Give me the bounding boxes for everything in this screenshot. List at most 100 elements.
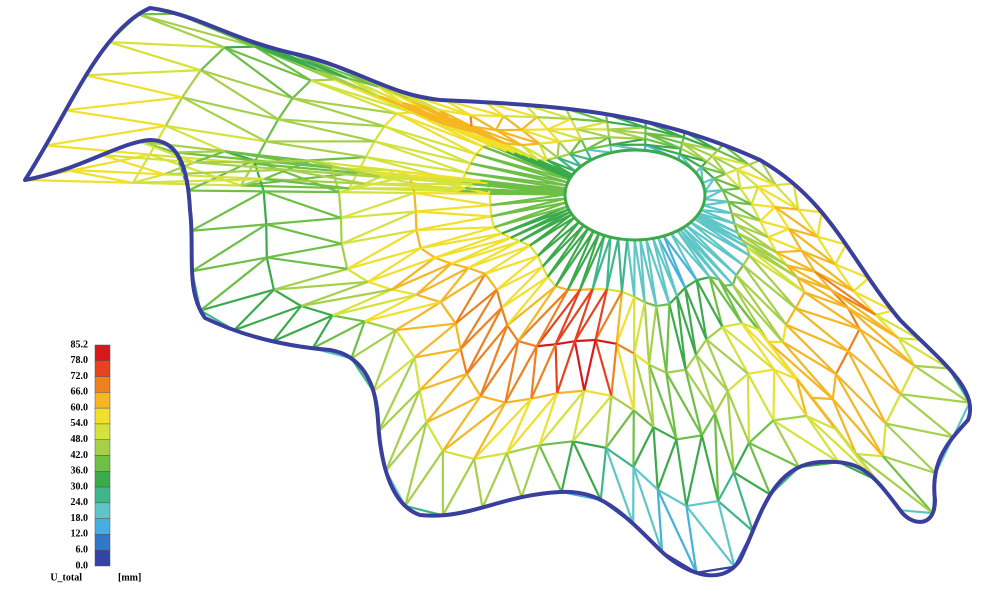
mesh-member	[391, 262, 452, 291]
mesh-member	[726, 372, 749, 393]
mesh-member	[804, 291, 849, 309]
mesh-member	[748, 254, 797, 309]
mesh-member	[831, 373, 837, 400]
mesh-member	[748, 254, 806, 294]
mesh-member	[374, 140, 471, 165]
mesh-member	[425, 395, 481, 424]
mesh-member	[473, 452, 508, 461]
mesh-member	[200, 69, 293, 100]
mesh-member	[767, 227, 790, 239]
mesh-member	[581, 136, 610, 141]
mesh-member	[736, 169, 742, 189]
mesh-member	[814, 270, 877, 316]
mesh-member	[569, 153, 582, 168]
mesh-member	[772, 419, 801, 468]
mesh-member	[252, 159, 265, 192]
mesh-member	[465, 324, 509, 375]
mesh-member	[415, 203, 491, 213]
mesh-member	[700, 166, 715, 180]
mesh-member	[788, 227, 836, 266]
mesh-member	[395, 169, 481, 182]
mesh-member	[785, 307, 797, 326]
mesh-member	[633, 352, 650, 366]
mesh-member	[165, 124, 255, 165]
mesh-member	[490, 193, 566, 207]
mesh-member	[773, 206, 790, 230]
mesh-member	[292, 97, 398, 115]
mesh-member	[717, 500, 754, 532]
mesh-member	[266, 216, 342, 226]
mesh-member	[373, 125, 386, 142]
mesh-member	[610, 394, 635, 412]
legend-swatch	[94, 344, 111, 362]
mesh-member	[132, 173, 165, 184]
mesh-member	[748, 441, 800, 469]
mesh-member	[340, 191, 415, 219]
mesh-member	[575, 128, 610, 139]
mesh-member	[656, 439, 678, 490]
mesh-member	[265, 257, 275, 290]
mesh-member	[759, 206, 776, 222]
mesh-member	[733, 471, 771, 496]
mesh-member	[101, 153, 165, 176]
mesh-member	[605, 446, 635, 468]
mesh-member	[311, 314, 334, 349]
mesh-member	[546, 276, 557, 287]
mesh-member	[520, 128, 541, 145]
mesh-member	[488, 193, 492, 206]
mesh-member	[668, 303, 687, 371]
mesh-member	[65, 96, 183, 112]
mesh-member	[331, 288, 393, 317]
mesh-member	[475, 145, 484, 156]
mesh-member	[404, 450, 444, 507]
mesh-member	[632, 302, 646, 354]
mesh-member	[541, 266, 549, 278]
legend-label: 54.0	[71, 418, 89, 429]
mesh-member	[713, 172, 727, 180]
mesh-member	[632, 426, 655, 468]
mesh-member	[615, 343, 635, 411]
mesh-member	[300, 304, 333, 317]
mesh-member	[385, 421, 428, 472]
mesh-member	[425, 373, 468, 424]
legend-swatch	[94, 471, 111, 488]
mesh-member	[605, 409, 635, 449]
mesh-member	[415, 262, 452, 296]
mesh-member	[736, 168, 777, 187]
mesh-member	[521, 142, 540, 147]
mesh-member	[875, 313, 921, 341]
mesh-member	[767, 236, 778, 253]
mesh-member	[750, 203, 762, 222]
mesh-member	[292, 97, 385, 128]
mesh-member	[266, 242, 342, 259]
mesh-member	[181, 96, 267, 143]
mesh-member	[459, 307, 503, 350]
mesh-member	[504, 345, 538, 404]
legend-label: 18.0	[71, 513, 89, 524]
mesh-member	[350, 321, 366, 359]
mesh-member	[684, 369, 716, 415]
mesh-member	[364, 175, 381, 185]
mesh-member	[503, 114, 537, 119]
mesh-member	[796, 276, 849, 309]
mesh-member	[569, 152, 592, 161]
mesh-member	[897, 337, 916, 367]
mesh-member	[63, 168, 165, 176]
mesh-member	[181, 69, 202, 98]
mesh-member	[639, 239, 658, 307]
mesh-member	[539, 440, 574, 447]
mesh-member	[384, 389, 421, 472]
mesh-member	[272, 305, 302, 343]
mesh-member	[695, 279, 724, 328]
mesh-member	[795, 378, 808, 417]
mesh-member	[454, 288, 498, 325]
mesh-member	[648, 363, 667, 374]
mesh-member	[454, 273, 487, 325]
mesh-member	[493, 201, 567, 229]
mesh-member	[541, 221, 580, 268]
mesh-member	[391, 256, 436, 291]
mesh-member	[767, 236, 803, 252]
mesh-member	[803, 291, 861, 330]
mesh-member	[560, 441, 574, 493]
mesh-member	[775, 251, 816, 273]
